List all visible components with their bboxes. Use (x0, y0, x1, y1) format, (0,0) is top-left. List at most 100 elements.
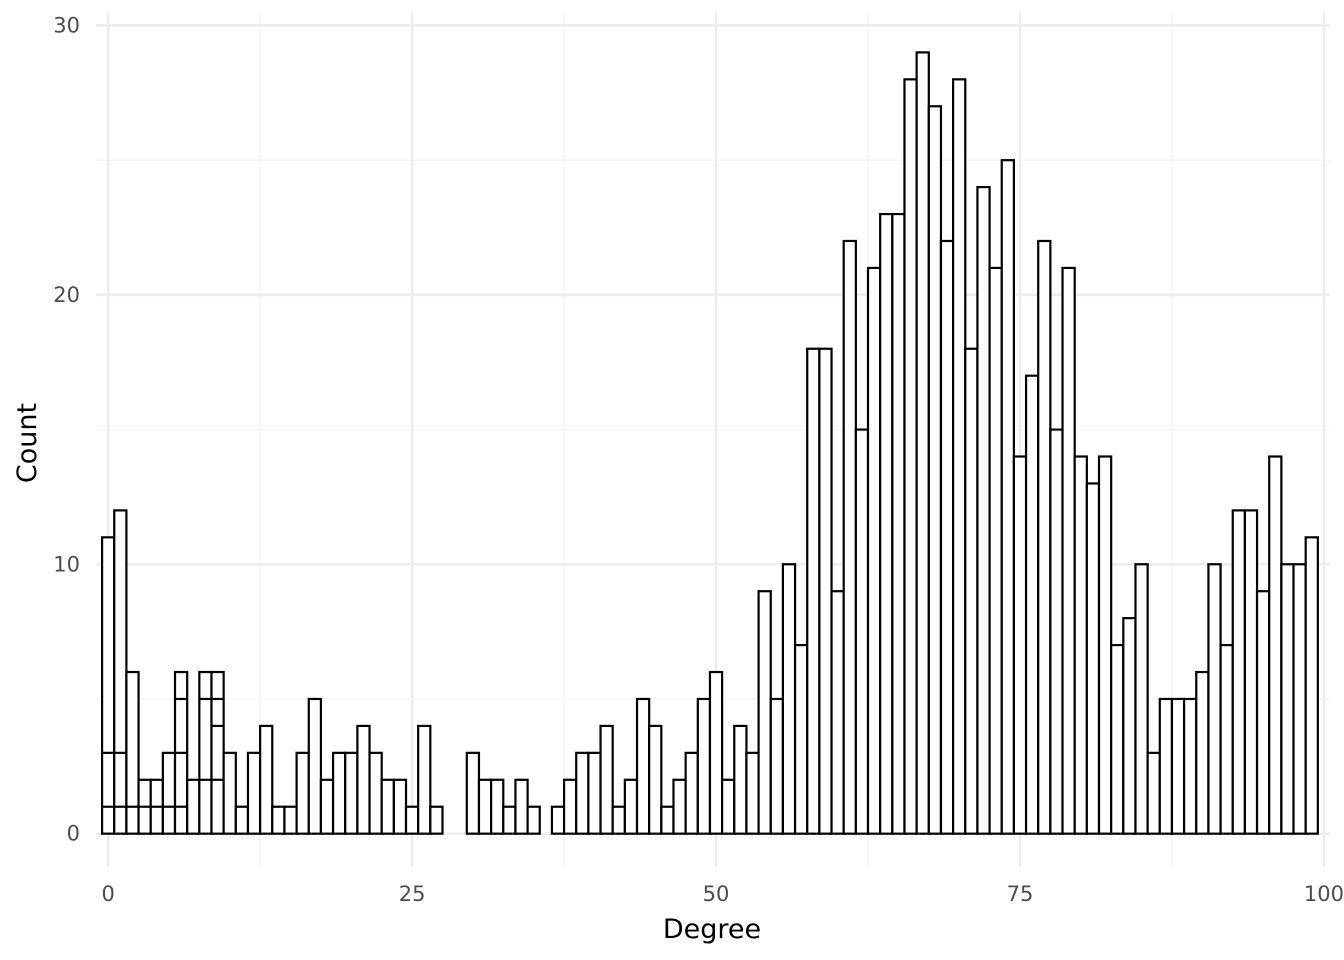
histogram-bar (295, 751, 310, 835)
histogram-bar (611, 805, 626, 835)
histogram-bar (1037, 239, 1052, 835)
histogram-bar (1170, 697, 1186, 835)
histogram-bar (161, 751, 177, 835)
y-tick-label: 10 (53, 552, 80, 576)
histogram-bar (1134, 563, 1149, 835)
histogram-bar (1207, 563, 1222, 835)
y-axis-tick-labels: 0 10 20 30 (53, 13, 80, 845)
histogram-bar (392, 778, 408, 835)
histogram-bar (733, 724, 748, 835)
histogram-bar (331, 751, 347, 835)
histogram-bar (1024, 374, 1040, 835)
histogram-bar (757, 590, 772, 835)
histogram-bar (234, 805, 250, 835)
histogram-bar (915, 51, 930, 835)
histogram-bar (113, 509, 128, 835)
histogram-bar (854, 428, 870, 835)
y-axis-title: Count (12, 403, 43, 483)
x-tick-label: 25 (399, 882, 426, 906)
histogram-bar (635, 697, 651, 835)
histogram-bar (1280, 563, 1295, 835)
histogram-bar (1158, 697, 1174, 835)
histogram-bar (246, 751, 262, 835)
histogram-bar (976, 186, 991, 835)
histogram-bar (660, 805, 675, 835)
histogram-bar (708, 670, 724, 835)
x-axis-tick-labels: 0 25 50 75 100 (101, 882, 1343, 906)
histogram-bar (891, 212, 906, 835)
histogram-bar (1122, 617, 1137, 835)
histogram-bar (806, 347, 821, 835)
y-tick-label: 30 (53, 13, 80, 37)
histogram-bar (502, 805, 517, 835)
histogram-bar (745, 751, 760, 835)
x-tick-label: 50 (703, 882, 730, 906)
histogram-bar (1219, 643, 1234, 835)
histogram-bar (1268, 455, 1283, 835)
histogram-bar (866, 266, 882, 835)
histogram-bar (368, 751, 383, 835)
histogram-bar (623, 778, 639, 835)
histogram-bar (417, 724, 432, 835)
histogram-bar (1146, 751, 1161, 835)
histogram-bar (1195, 670, 1210, 835)
histogram-bar (259, 724, 274, 835)
x-tick-label: 75 (1007, 882, 1034, 906)
histogram-bar (477, 778, 493, 835)
histogram-bar (1012, 455, 1028, 835)
histogram-bar (1183, 697, 1198, 835)
histogram-bar (672, 778, 687, 835)
histogram-bar (1304, 536, 1319, 835)
histogram-bar (1061, 266, 1076, 835)
histogram-bar (1110, 643, 1125, 835)
histogram-bar (721, 778, 736, 835)
histogram-bar (490, 778, 505, 835)
histogram-bar (648, 724, 663, 835)
histogram-bar (186, 778, 201, 835)
histogram-bar (587, 751, 602, 835)
histogram-bar (1073, 455, 1088, 835)
histogram-bar (198, 670, 213, 835)
x-tick-label: 100 (1304, 882, 1344, 906)
histogram-bar (283, 805, 298, 835)
histogram-bar (939, 239, 955, 835)
histogram-bar (988, 266, 1003, 835)
histogram-bar (903, 78, 918, 835)
histogram-bar (927, 105, 943, 835)
histogram-bar (1231, 509, 1246, 835)
histogram-bar (562, 778, 578, 835)
bar-segment-lines (102, 697, 224, 808)
histogram-bar (526, 805, 541, 835)
histogram-bar (1292, 563, 1307, 835)
histogram-bar (429, 805, 444, 835)
histogram-bar (514, 778, 529, 835)
histogram-bar (830, 590, 845, 835)
histogram-bar (684, 751, 699, 835)
histogram-bar (575, 751, 590, 835)
histogram-bar (125, 670, 140, 835)
histogram-bar (319, 778, 335, 835)
histogram-bar (271, 805, 286, 835)
histogram-bar (465, 751, 481, 835)
histogram-bar (1255, 590, 1271, 835)
histogram-bar (842, 239, 857, 835)
histogram-bars (100, 51, 1319, 835)
histogram-bar (1049, 428, 1064, 835)
y-tick-label: 0 (67, 822, 80, 846)
histogram-bar (599, 724, 614, 835)
histogram-bar (793, 643, 809, 835)
histogram-bar (879, 212, 894, 835)
y-tick-label: 20 (53, 283, 80, 307)
histogram-bar (100, 536, 116, 835)
histogram-bar (222, 751, 237, 835)
histogram-bar (781, 563, 797, 835)
histogram-bar (356, 724, 371, 835)
histogram-bar (952, 78, 967, 835)
histogram-bar (696, 697, 712, 835)
histogram-bar (1243, 509, 1259, 835)
histogram-bar (1097, 455, 1113, 835)
histogram-bar (1000, 159, 1016, 835)
histogram-bar (550, 805, 566, 835)
